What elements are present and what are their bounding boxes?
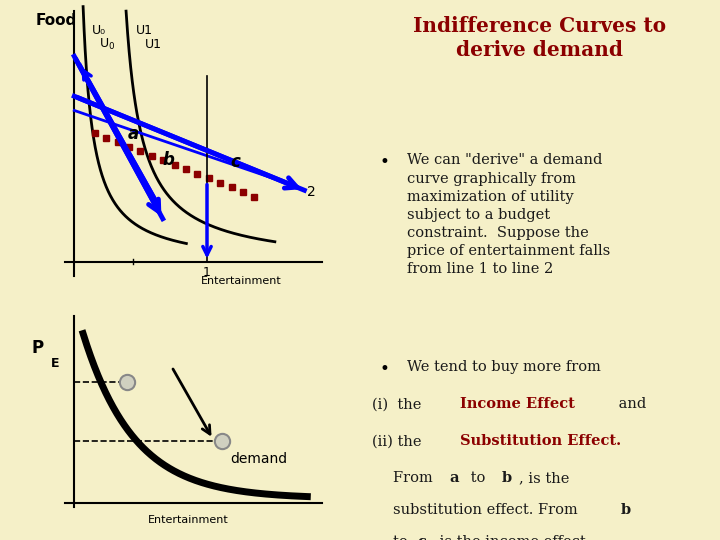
Text: demand: demand [230,453,288,467]
Text: and: and [613,397,646,411]
Text: U$_0$: U$_0$ [99,37,116,52]
Text: a: a [127,125,138,143]
Text: (i)  the: (i) the [372,397,426,411]
Text: 1: 1 [202,266,210,279]
Text: is the income effect.: is the income effect. [435,535,590,540]
Text: U1: U1 [136,24,153,37]
Text: Entertainment: Entertainment [201,276,282,286]
Text: Food: Food [36,13,77,28]
Text: P: P [32,340,44,357]
Text: •: • [379,360,389,378]
Text: b: b [621,503,631,517]
Text: U1: U1 [145,38,162,51]
Text: From: From [393,471,437,485]
Text: U₀: U₀ [92,24,106,37]
Text: 2: 2 [307,185,316,199]
Text: (ii) the: (ii) the [372,434,426,448]
Text: c: c [418,535,426,540]
Text: We tend to buy more from: We tend to buy more from [407,360,601,374]
Text: We can "derive" a demand
curve graphically from
maximization of utility
subject : We can "derive" a demand curve graphical… [407,153,611,276]
Text: a: a [449,471,459,485]
Text: Entertainment: Entertainment [148,515,229,525]
Text: b: b [502,471,512,485]
Text: Income Effect: Income Effect [459,397,575,411]
Text: c: c [230,153,240,172]
Text: to: to [467,471,490,485]
Text: Substitution Effect.: Substitution Effect. [459,434,621,448]
Text: substitution effect. From: substitution effect. From [393,503,582,517]
Text: E: E [50,356,59,369]
Text: to: to [393,535,413,540]
Text: , is the: , is the [519,471,570,485]
Text: b: b [163,151,175,168]
Text: Indifference Curves to
derive demand: Indifference Curves to derive demand [413,16,667,59]
Text: •: • [379,153,389,171]
